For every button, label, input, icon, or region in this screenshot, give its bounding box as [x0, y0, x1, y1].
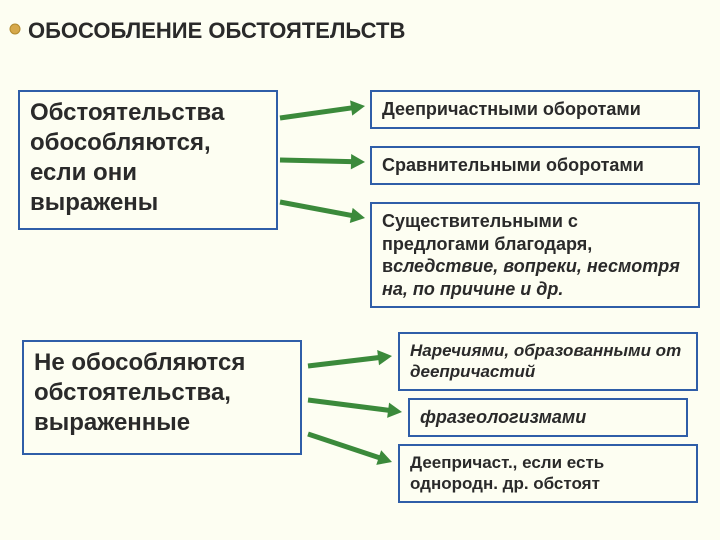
arrow-head-icon [351, 154, 365, 169]
arrow-head-icon [350, 208, 365, 223]
arrow-line [308, 400, 394, 411]
arrow-head-icon [387, 403, 402, 418]
arrows-layer [0, 0, 720, 540]
arrow-line [308, 357, 384, 366]
arrow-head-icon [377, 350, 392, 365]
arrow-line [308, 434, 384, 459]
arrow-line [280, 107, 357, 118]
arrow-line [280, 202, 357, 216]
arrow-head-icon [350, 100, 365, 115]
arrow-line [280, 160, 357, 162]
